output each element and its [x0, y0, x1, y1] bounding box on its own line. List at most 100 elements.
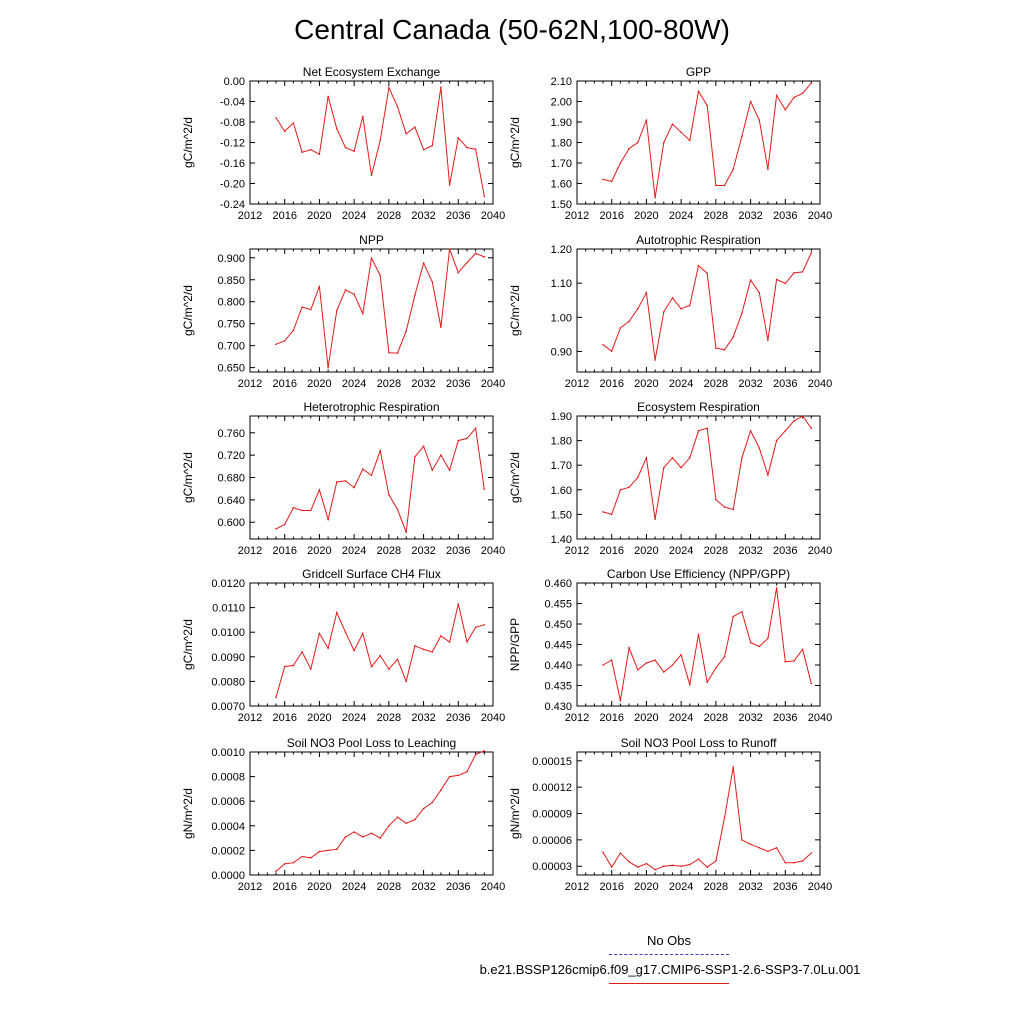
panel-7-series-line — [275, 603, 485, 698]
panel-7-ytick-label: 0.0120 — [211, 578, 245, 590]
panel-5-xtick-label: 2016 — [272, 545, 296, 557]
panel-10-data-point — [775, 847, 778, 849]
panel-7-data-point — [466, 641, 468, 643]
panel-8-xtick-label: 2032 — [738, 712, 762, 724]
panel-3-xtick-label: 2036 — [446, 378, 470, 390]
panel-7-data-point — [483, 624, 486, 626]
panel-9-ytick-label: 0.0008 — [211, 772, 245, 784]
panel-4-data-point — [741, 312, 743, 315]
panel-9-xtick-label: 2032 — [411, 881, 435, 893]
legend-case-line — [609, 983, 729, 984]
panel-9-ytick-label: 0.0010 — [211, 747, 245, 759]
panel-1-ytick-label: -0.04 — [220, 97, 245, 109]
panel-7-plot-frame — [249, 582, 494, 707]
panel-6-data-point — [680, 466, 682, 469]
panel-5-ytick-label: 0.600 — [217, 517, 245, 529]
panel-1-data-point — [327, 95, 329, 98]
panel-3-xtick-label: 2040 — [481, 378, 505, 390]
panel-9-data-point — [396, 816, 399, 818]
panel-3-title: NPP — [359, 233, 384, 247]
panel-8-data-point — [654, 659, 656, 661]
panel-2-data-point — [689, 139, 691, 142]
panel-5-data-point — [448, 469, 451, 472]
panel-7-ylabel: gC/m^2/d — [181, 619, 195, 670]
panel-6-data-point — [723, 506, 726, 508]
panel-5-xtick-label: 2036 — [446, 545, 470, 557]
panel-9-title: Soil NO3 Pool Loss to Leaching — [287, 736, 456, 750]
panel-4-xtick-label: 2012 — [565, 378, 589, 390]
panel-6-data-point — [689, 457, 691, 459]
panel-4-data-point — [715, 347, 717, 349]
panel-6-data-point — [749, 430, 752, 432]
panel-3-ylabel: gC/m^2/d — [181, 285, 195, 336]
panel-3-data-point — [457, 271, 460, 274]
panel-7-ytick-label: 0.0100 — [211, 627, 245, 639]
panel-1-data-point — [275, 117, 277, 119]
panel-1-data-point — [414, 126, 416, 128]
panel-2-data-point — [680, 131, 682, 134]
panel-6-xtick-label: 2028 — [704, 545, 728, 557]
panel-2-data-point — [610, 180, 613, 183]
panel-7-data-point — [301, 651, 303, 653]
panel-7-xtick-label: 2016 — [272, 712, 296, 724]
panel-2-ytick-label: 1.70 — [551, 158, 572, 170]
panel-3-data-point — [396, 352, 399, 354]
panel-4-data-point — [801, 271, 804, 273]
panel-6-ytick-label: 1.90 — [551, 411, 572, 423]
panel-2-data-point — [706, 104, 708, 107]
panel-6-data-point — [697, 430, 700, 432]
panel-4-data-point — [775, 278, 778, 281]
panel-5-data-point — [301, 509, 303, 512]
panel-3-xtick-label: 2032 — [411, 378, 435, 390]
panel-1-data-point — [388, 86, 390, 89]
panel-8-xtick-label: 2020 — [634, 712, 658, 724]
panel-5-data-point — [405, 531, 408, 534]
panel-3-xtick-label: 2012 — [238, 378, 262, 390]
panel-8-data-point — [758, 645, 761, 648]
panel-4-data-point — [628, 320, 630, 323]
panel-1-data-point — [431, 144, 434, 147]
panel-5-data-point — [414, 456, 416, 458]
panel-3-series-line — [275, 248, 485, 368]
panel-5-data-point — [396, 508, 399, 511]
panel-2-data-point — [784, 108, 787, 111]
panel-10-ytick-label: 0.00003 — [532, 861, 572, 873]
panel-10-data-point — [645, 862, 648, 865]
panel-9-data-point — [474, 753, 477, 756]
panel-6-data-point — [628, 486, 630, 489]
panel-7-xtick-label: 2040 — [481, 712, 505, 724]
panel-5-data-point — [344, 480, 347, 482]
panel-5-ytick-label: 0.640 — [217, 495, 245, 507]
panel-4-ytick-label: 1.20 — [551, 244, 572, 256]
panel-1-plot-frame — [249, 80, 494, 205]
panel-5-series-line — [275, 427, 485, 533]
panel-10-xtick-label: 2040 — [808, 881, 832, 893]
panel-4-data-point — [654, 359, 656, 361]
panel-10-data-point — [723, 817, 726, 819]
panel-1-xtick-label: 2012 — [238, 210, 262, 222]
panel-8-data-point — [689, 683, 691, 686]
panel-6-xtick-label: 2032 — [738, 545, 762, 557]
legend-case-label: b.e21.BSSP126cmip6.f09_g17.CMIP6-SSP1-2.… — [479, 962, 861, 977]
panel-4-xtick-label: 2024 — [669, 378, 693, 390]
panel-2-xtick-label: 2012 — [565, 210, 589, 222]
panel-8-data-point — [602, 664, 604, 666]
panel-2-data-point — [767, 168, 769, 170]
panel-3-data-point — [440, 326, 442, 329]
panel-1-data-point — [396, 105, 399, 108]
panel-10-data-point — [758, 847, 761, 849]
panel-8-data-point — [619, 699, 622, 702]
panel-8-data-point — [610, 659, 613, 661]
panel-7-data-point — [396, 658, 399, 661]
panel-7-xtick-label: 2028 — [377, 712, 401, 724]
panel-10-data-point — [697, 858, 700, 860]
panel-9-data-point — [414, 818, 416, 821]
panel-1-ytick-label: 0.00 — [224, 76, 245, 88]
panel-10-data-point — [628, 861, 630, 863]
panel-5-data-point — [275, 528, 277, 530]
panel-7-data-point — [457, 603, 460, 605]
panel-9-ytick-label: 0.0006 — [211, 796, 245, 808]
panel-3-data-point — [353, 293, 355, 296]
panel-8-data-point — [671, 664, 674, 666]
panel-6-data-point — [715, 498, 717, 501]
